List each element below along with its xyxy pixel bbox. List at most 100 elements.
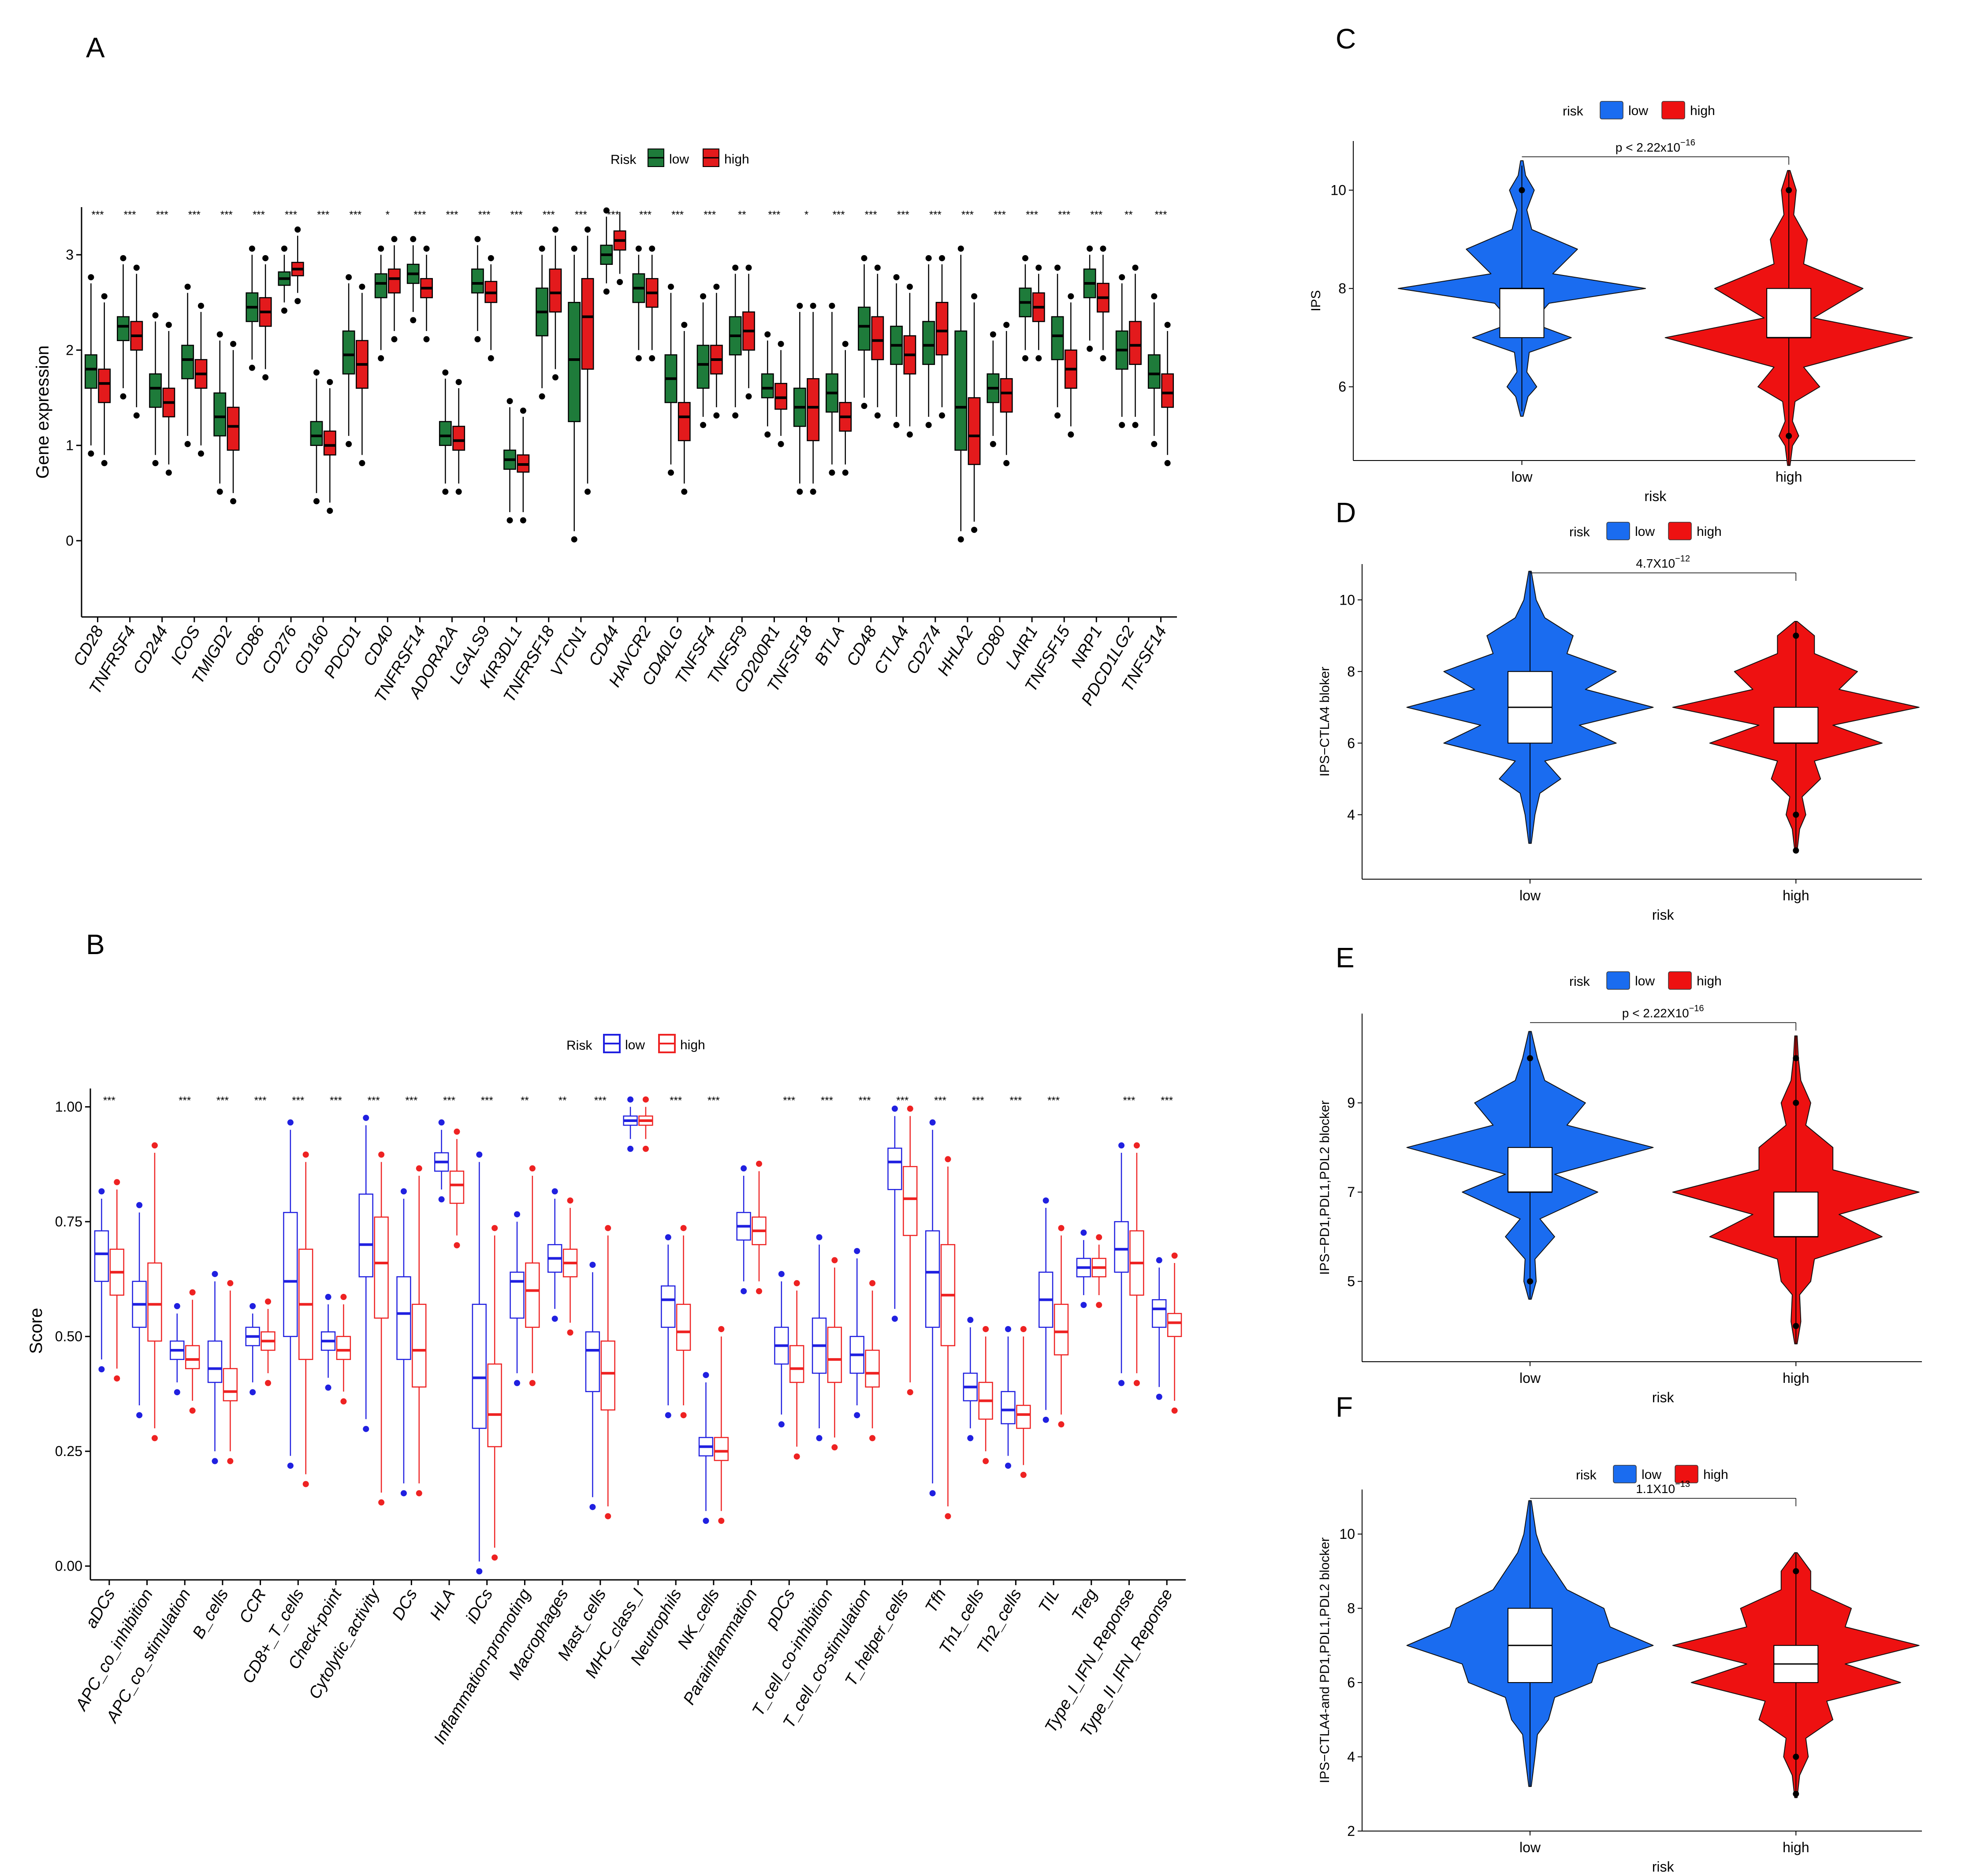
outlier-point bbox=[764, 331, 771, 338]
outlier-point bbox=[551, 1188, 558, 1195]
outlier-point bbox=[967, 1435, 974, 1441]
outlier-point bbox=[642, 1145, 649, 1152]
outlier-point bbox=[1119, 422, 1125, 428]
legend-label-low: low bbox=[1628, 104, 1648, 118]
outlier-point bbox=[474, 236, 481, 242]
y-tick-label: 0.00 bbox=[55, 1558, 82, 1574]
outlier-point bbox=[249, 245, 255, 252]
outlier-point bbox=[313, 369, 320, 376]
significance-label: *** bbox=[413, 209, 426, 221]
box-low bbox=[439, 421, 452, 446]
significance-label: *** bbox=[1090, 209, 1102, 221]
outlier-point bbox=[925, 422, 932, 428]
outlier-point bbox=[212, 1270, 218, 1277]
outlier-point bbox=[101, 460, 108, 466]
outlier-point bbox=[665, 1234, 671, 1241]
outlier-point bbox=[718, 1326, 725, 1332]
outlier-point bbox=[1132, 422, 1139, 428]
x-tick-label: low bbox=[1519, 1370, 1541, 1386]
y-tick-label: 7 bbox=[1347, 1184, 1355, 1200]
box-low bbox=[954, 330, 968, 451]
outlier-point bbox=[793, 1453, 800, 1460]
outlier-point bbox=[325, 1294, 331, 1300]
outlier-point bbox=[391, 336, 398, 342]
outlier-point bbox=[152, 312, 159, 319]
legend-label-low: low bbox=[1635, 524, 1655, 539]
outlier-point bbox=[929, 1119, 936, 1126]
outlier-point bbox=[797, 302, 803, 309]
significance-label: *** bbox=[446, 209, 458, 221]
outlier-point bbox=[816, 1435, 823, 1441]
legend-title: risk bbox=[1563, 104, 1584, 119]
outlier-point bbox=[925, 255, 932, 261]
significance-label: *** bbox=[478, 209, 491, 221]
box-high bbox=[807, 378, 820, 442]
box-low bbox=[1147, 354, 1161, 389]
box-high bbox=[827, 1326, 842, 1383]
legend-key-high bbox=[1668, 971, 1692, 990]
outlier-point bbox=[98, 1188, 105, 1195]
y-tick-label: 8 bbox=[1347, 1601, 1355, 1616]
outlier-point bbox=[488, 255, 494, 261]
significance-label: *** bbox=[929, 209, 942, 221]
box-low bbox=[585, 1331, 600, 1393]
outlier-point bbox=[756, 1288, 762, 1294]
significance-label: *** bbox=[188, 209, 201, 221]
outlier-point bbox=[1793, 811, 1799, 818]
box-low bbox=[472, 1304, 487, 1429]
p-value-label: 4.7X10−12 bbox=[1636, 554, 1690, 570]
outlier-point bbox=[990, 441, 996, 447]
legend-key-high bbox=[1675, 1465, 1698, 1483]
panel-label: F bbox=[1336, 1391, 1353, 1423]
significance-label: *** bbox=[639, 209, 652, 221]
box-low bbox=[1499, 288, 1545, 338]
significance-label: ** bbox=[738, 209, 746, 221]
outlier-point bbox=[842, 341, 849, 347]
outlier-point bbox=[476, 1568, 483, 1575]
y-tick-label: 6 bbox=[1347, 1675, 1355, 1690]
box-high bbox=[678, 402, 691, 442]
box-low bbox=[84, 354, 97, 389]
outlier-point bbox=[1793, 1322, 1799, 1329]
significance-label: * bbox=[386, 209, 390, 221]
outlier-point bbox=[216, 331, 223, 338]
outlier-point bbox=[1058, 1421, 1065, 1428]
outlier-point bbox=[869, 1435, 876, 1441]
outlier-point bbox=[488, 355, 494, 362]
outlier-point bbox=[400, 1188, 407, 1195]
panel-label: E bbox=[1336, 942, 1355, 973]
outlier-point bbox=[1133, 1380, 1140, 1386]
significance-label: *** bbox=[285, 209, 297, 221]
outlier-point bbox=[455, 488, 462, 495]
x-tick-label: B_cells bbox=[189, 1586, 232, 1642]
outlier-point bbox=[605, 1513, 611, 1519]
x-tick-label: low bbox=[1511, 469, 1533, 485]
significance-label: *** bbox=[859, 1095, 871, 1107]
significance-label: *** bbox=[1009, 1095, 1022, 1107]
outlier-point bbox=[216, 488, 223, 495]
outlier-point bbox=[302, 1481, 309, 1487]
outlier-point bbox=[539, 393, 545, 400]
x-tick-label: low bbox=[1519, 888, 1541, 903]
outlier-point bbox=[184, 283, 191, 290]
outlier-point bbox=[681, 322, 688, 328]
outlier-point bbox=[681, 488, 688, 495]
outlier-point bbox=[1133, 1142, 1140, 1149]
box-high bbox=[449, 1170, 465, 1204]
outlier-point bbox=[1793, 847, 1799, 854]
box-low bbox=[283, 1212, 298, 1337]
outlier-point bbox=[1054, 412, 1061, 419]
box-high bbox=[223, 1368, 238, 1401]
outlier-point bbox=[778, 1270, 785, 1277]
box-high bbox=[525, 1262, 540, 1328]
legend-title: risk bbox=[1569, 974, 1590, 989]
outlier-point bbox=[1042, 1197, 1049, 1204]
box-high bbox=[1161, 373, 1174, 408]
outlier-point bbox=[732, 412, 739, 419]
significance-label: *** bbox=[156, 209, 168, 221]
outlier-point bbox=[520, 407, 526, 414]
outlier-point bbox=[174, 1303, 180, 1309]
significance-label: *** bbox=[768, 209, 780, 221]
significance-label: ** bbox=[558, 1095, 567, 1107]
